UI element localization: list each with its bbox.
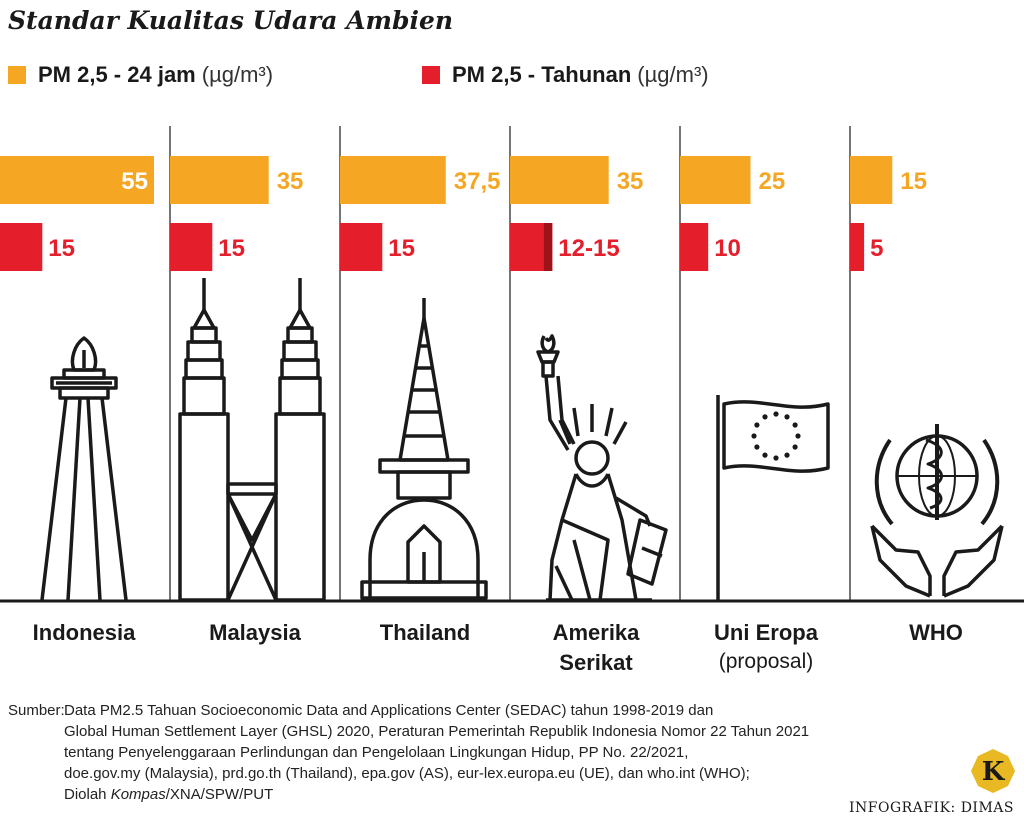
bar-annual-indonesia xyxy=(0,223,43,271)
label-annual-who: 5 xyxy=(870,235,883,262)
country-label-2: Thailand xyxy=(340,618,510,648)
legend-annual-unit: (µg/m³) xyxy=(637,62,709,87)
bar-daily-uni-eropa xyxy=(680,156,751,204)
bar-annual-malaysia xyxy=(170,223,213,271)
eu-star xyxy=(754,444,760,450)
bars: 55 15 35 15 37,5 15 35 12-15 25 10 15 5 xyxy=(0,156,927,271)
eu-star xyxy=(784,452,790,458)
country-sub: (proposal) xyxy=(718,650,814,673)
statue-of-liberty-icon xyxy=(536,334,668,602)
label-annual-thailand: 15 xyxy=(388,235,415,262)
source-last-prefix: Diolah xyxy=(64,786,111,803)
country-label-3: Amerika Serikat xyxy=(511,618,681,678)
source-line-1: Sumber:Data PM2.5 Tahuan Socioeconomic D… xyxy=(8,700,809,721)
column-dividers xyxy=(169,126,851,601)
thai-stupa-icon xyxy=(360,298,488,600)
country-label-0: Indonesia xyxy=(0,618,169,648)
legend-annual: PM 2,5 - Tahunan (µg/m³) xyxy=(422,60,709,90)
bar-daily-malaysia xyxy=(170,156,269,204)
monas-icon xyxy=(40,336,128,601)
eu-star xyxy=(754,422,760,428)
label-annual-malaysia: 15 xyxy=(218,235,245,262)
eu-star xyxy=(762,414,768,420)
eu-star xyxy=(773,455,779,461)
infographic-credit: INFOGRAFIK: DIMAS xyxy=(849,800,1014,816)
who-emblem-icon xyxy=(870,424,1004,598)
bar-daily-amerika-serikat xyxy=(510,156,609,204)
source-last-italic: Kompas xyxy=(110,786,166,803)
bar-annual-uni-eropa xyxy=(680,223,709,271)
logo-octagon xyxy=(971,749,1015,793)
country-name: Malaysia xyxy=(209,620,301,645)
source-line-2: Global Human Settlement Layer (GHSL) 202… xyxy=(64,723,810,740)
label-annual-uni-eropa: 10 xyxy=(714,235,741,262)
label-daily-who: 15 xyxy=(900,168,927,195)
eu-flag-icon xyxy=(716,395,830,600)
source-last-suffix: /XNA/SPW/PUT xyxy=(165,786,274,803)
eu-star xyxy=(792,444,798,450)
kompas-logo: K xyxy=(971,749,1015,793)
source-line-3: tentang Penyelenggaraan Perlindungan dan… xyxy=(64,744,689,761)
landmark-icons xyxy=(0,278,1024,603)
source-line-4: doe.gov.my (Malaysia), prd.go.th (Thaila… xyxy=(64,765,750,782)
label-annual-indonesia: 15 xyxy=(48,235,75,262)
bar-daily-indonesia xyxy=(0,156,154,204)
source-text-1: Data PM2.5 Tahuan Socioeconomic Data and… xyxy=(64,702,714,719)
legend-annual-swatch xyxy=(422,66,440,84)
label-daily-thailand: 37,5 xyxy=(454,168,501,195)
legend-daily-swatch xyxy=(8,66,26,84)
eu-star xyxy=(795,433,801,439)
legend-daily: PM 2,5 - 24 jam (µg/m³) xyxy=(8,60,273,90)
chart-title: Standar Kualitas Udara Ambien xyxy=(8,6,454,35)
source-note: Sumber:Data PM2.5 Tahuan Socioeconomic D… xyxy=(8,700,809,805)
label-daily-malaysia: 35 xyxy=(277,168,304,195)
country-label-1: Malaysia xyxy=(170,618,340,648)
bar-annual-range-amerika-serikat xyxy=(543,223,553,271)
eu-stars xyxy=(751,411,801,461)
source-line-5: Diolah Kompas/XNA/SPW/PUT xyxy=(8,784,809,805)
eu-star xyxy=(792,422,798,428)
label-annual-amerika-serikat: 12-15 xyxy=(558,235,619,262)
country-name: Amerika xyxy=(552,620,640,645)
legend-annual-label: PM 2,5 - Tahunan xyxy=(452,62,632,87)
legend-daily-label: PM 2,5 - 24 jam xyxy=(38,62,196,87)
legend-daily-unit: (µg/m³) xyxy=(201,62,274,87)
bar-annual-thailand xyxy=(340,223,383,271)
country-name: Indonesia xyxy=(32,620,136,645)
logo-letter: K xyxy=(982,757,1006,787)
country-name: Uni Eropa xyxy=(714,620,818,645)
label-daily-indonesia: 55 xyxy=(121,168,148,195)
country-name: WHO xyxy=(909,620,963,645)
label-daily-amerika-serikat: 35 xyxy=(617,168,644,195)
country-name-line2: Serikat xyxy=(559,650,633,675)
eu-star xyxy=(751,433,757,439)
country-name: Thailand xyxy=(379,620,471,645)
country-label-4: Uni Eropa (proposal) xyxy=(681,618,851,676)
eu-star xyxy=(762,452,768,458)
country-label-5: WHO xyxy=(851,618,1021,648)
petronas-towers-icon xyxy=(178,278,326,602)
bar-annual-who xyxy=(850,223,865,271)
bar-daily-who xyxy=(850,156,893,204)
eu-star xyxy=(773,411,779,417)
source-lead: Sumber: xyxy=(8,702,65,719)
bar-daily-thailand xyxy=(340,156,446,204)
eu-star xyxy=(784,414,790,420)
bar-chart: 55 15 35 15 37,5 15 35 12-15 25 10 15 5 xyxy=(0,126,1024,603)
label-daily-uni-eropa: 25 xyxy=(759,168,786,195)
